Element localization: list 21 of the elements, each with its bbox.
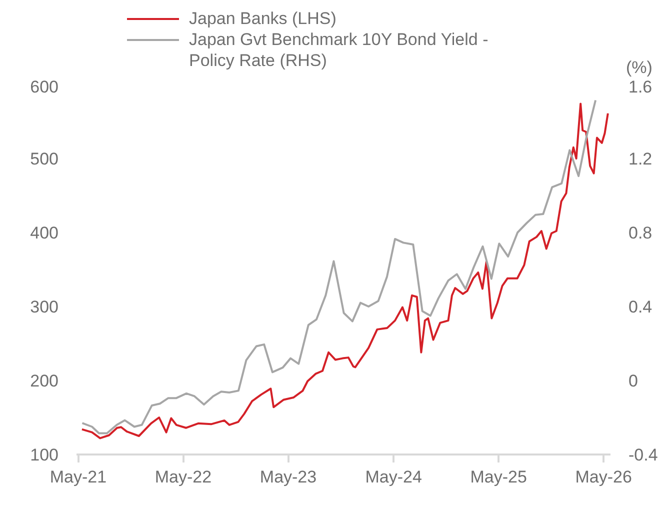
y2-tick-label: 1.2: [628, 150, 652, 168]
y2-tick-label: 1.6: [628, 78, 652, 96]
y-tick-label: 100: [30, 446, 59, 464]
y-tick-label: 400: [30, 224, 59, 242]
x-tick-label: May-22: [154, 468, 212, 486]
y-tick-label: 200: [30, 372, 59, 390]
y2-tick-label: 0.8: [628, 224, 652, 242]
x-tick-label: May-26: [575, 468, 632, 486]
x-tick-label: May-24: [365, 468, 422, 486]
legend-label: Japan Gvt Benchmark 10Y Bond Yield - Policy Rate (RHS): [189, 29, 489, 71]
legend-label: Japan Banks (LHS): [189, 8, 338, 29]
x-tick-label: May-25: [470, 468, 527, 486]
y2-tick-label: -0.4: [628, 446, 658, 464]
y-tick-label: 300: [30, 298, 59, 316]
y-tick-label: 500: [30, 150, 59, 168]
y2-tick-label: 0.4: [628, 298, 652, 316]
y-tick-label: 600: [30, 78, 59, 96]
x-tick-label: May-23: [260, 468, 317, 486]
y2-tick-label: 0: [628, 372, 638, 390]
y2-axis-title: (%): [626, 58, 652, 77]
x-tick-label: May-21: [50, 468, 107, 486]
